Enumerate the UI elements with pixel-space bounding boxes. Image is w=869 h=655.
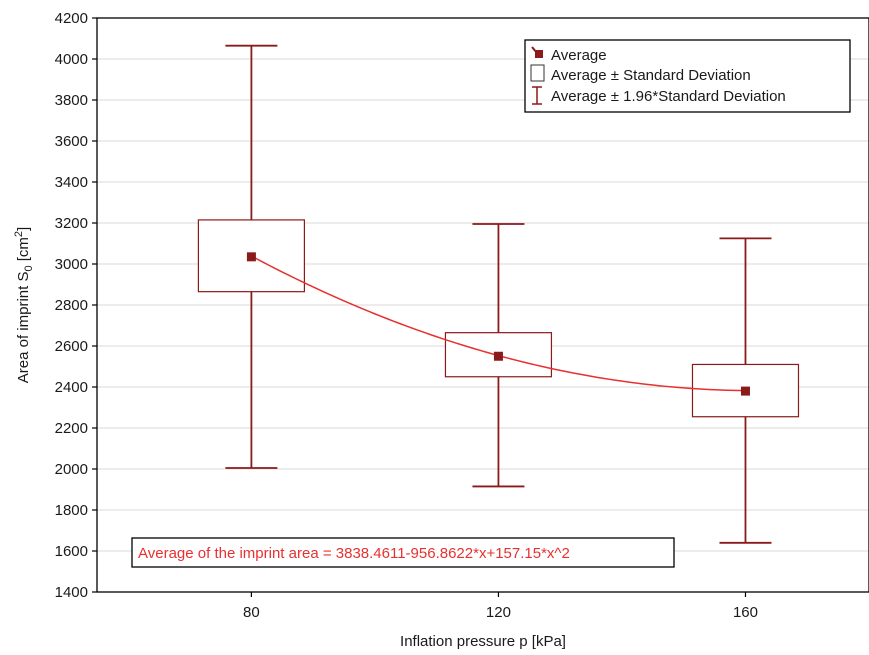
fit-equation-label: Average of the imprint area = 3838.4611-… <box>138 545 570 562</box>
axis-ticks: 1400 1600 1800 2000 2200 2400 2600 2800 3000 3200… <box>55 10 758 621</box>
y-tick-label-2200: 2200 <box>55 420 88 437</box>
y-tick-label-1800: 1800 <box>55 502 88 519</box>
average-markers <box>246 252 750 396</box>
legend-label-average: Average <box>551 47 607 64</box>
y-axis-title: Area of imprint S0 [cm2] <box>13 227 35 383</box>
average-marker-120 <box>493 351 503 361</box>
legend: Average Average ± Standard Deviation Ave… <box>524 39 851 113</box>
x-tick-label-160: 160 <box>733 604 758 621</box>
grid-lines <box>97 58 869 552</box>
legend-label-sd: Average ± Standard Deviation <box>551 67 751 84</box>
legend-item-whisker: Average ± 1.96*Standard Deviation <box>532 86 786 105</box>
fit-equation-frame <box>131 537 675 568</box>
fit-equation: Average of the imprint area = 3838.4611-… <box>131 537 675 568</box>
y-tick-label-3000: 3000 <box>55 256 88 273</box>
x-tick-label-120: 120 <box>486 604 511 621</box>
y-tick-label-2400: 2400 <box>55 379 88 396</box>
x-tick-label-80: 80 <box>243 604 260 621</box>
y-tick-label-1600: 1600 <box>55 543 88 560</box>
legend-item-sd-box: Average ± Standard Deviation <box>530 64 751 84</box>
y-tick-label-4200: 4200 <box>55 10 88 27</box>
y-tick-label-2000: 2000 <box>55 461 88 478</box>
legend-whisker-swatch <box>532 86 542 105</box>
average-marker-160 <box>740 386 750 396</box>
y-tick-label-4000: 4000 <box>55 51 88 68</box>
y-tick-label-3400: 3400 <box>55 174 88 191</box>
y-tick-label-3200: 3200 <box>55 215 88 232</box>
legend-sd-box-swatch <box>530 64 545 82</box>
legend-label-whisker: Average ± 1.96*Standard Deviation <box>551 88 786 105</box>
y-tick-label-2800: 2800 <box>55 297 88 314</box>
y-tick-label-3600: 3600 <box>55 133 88 150</box>
x-axis-title: Inflation pressure p [kPa] <box>400 633 566 650</box>
y-tick-label-3800: 3800 <box>55 92 88 109</box>
y-tick-label-1400: 1400 <box>55 584 88 601</box>
average-marker-80 <box>246 252 256 262</box>
legend-frame <box>524 39 851 113</box>
legend-item-average: Average <box>531 46 607 64</box>
boxes <box>197 44 800 544</box>
legend-average-marker <box>535 50 543 58</box>
y-tick-label-2600: 2600 <box>55 338 88 355</box>
